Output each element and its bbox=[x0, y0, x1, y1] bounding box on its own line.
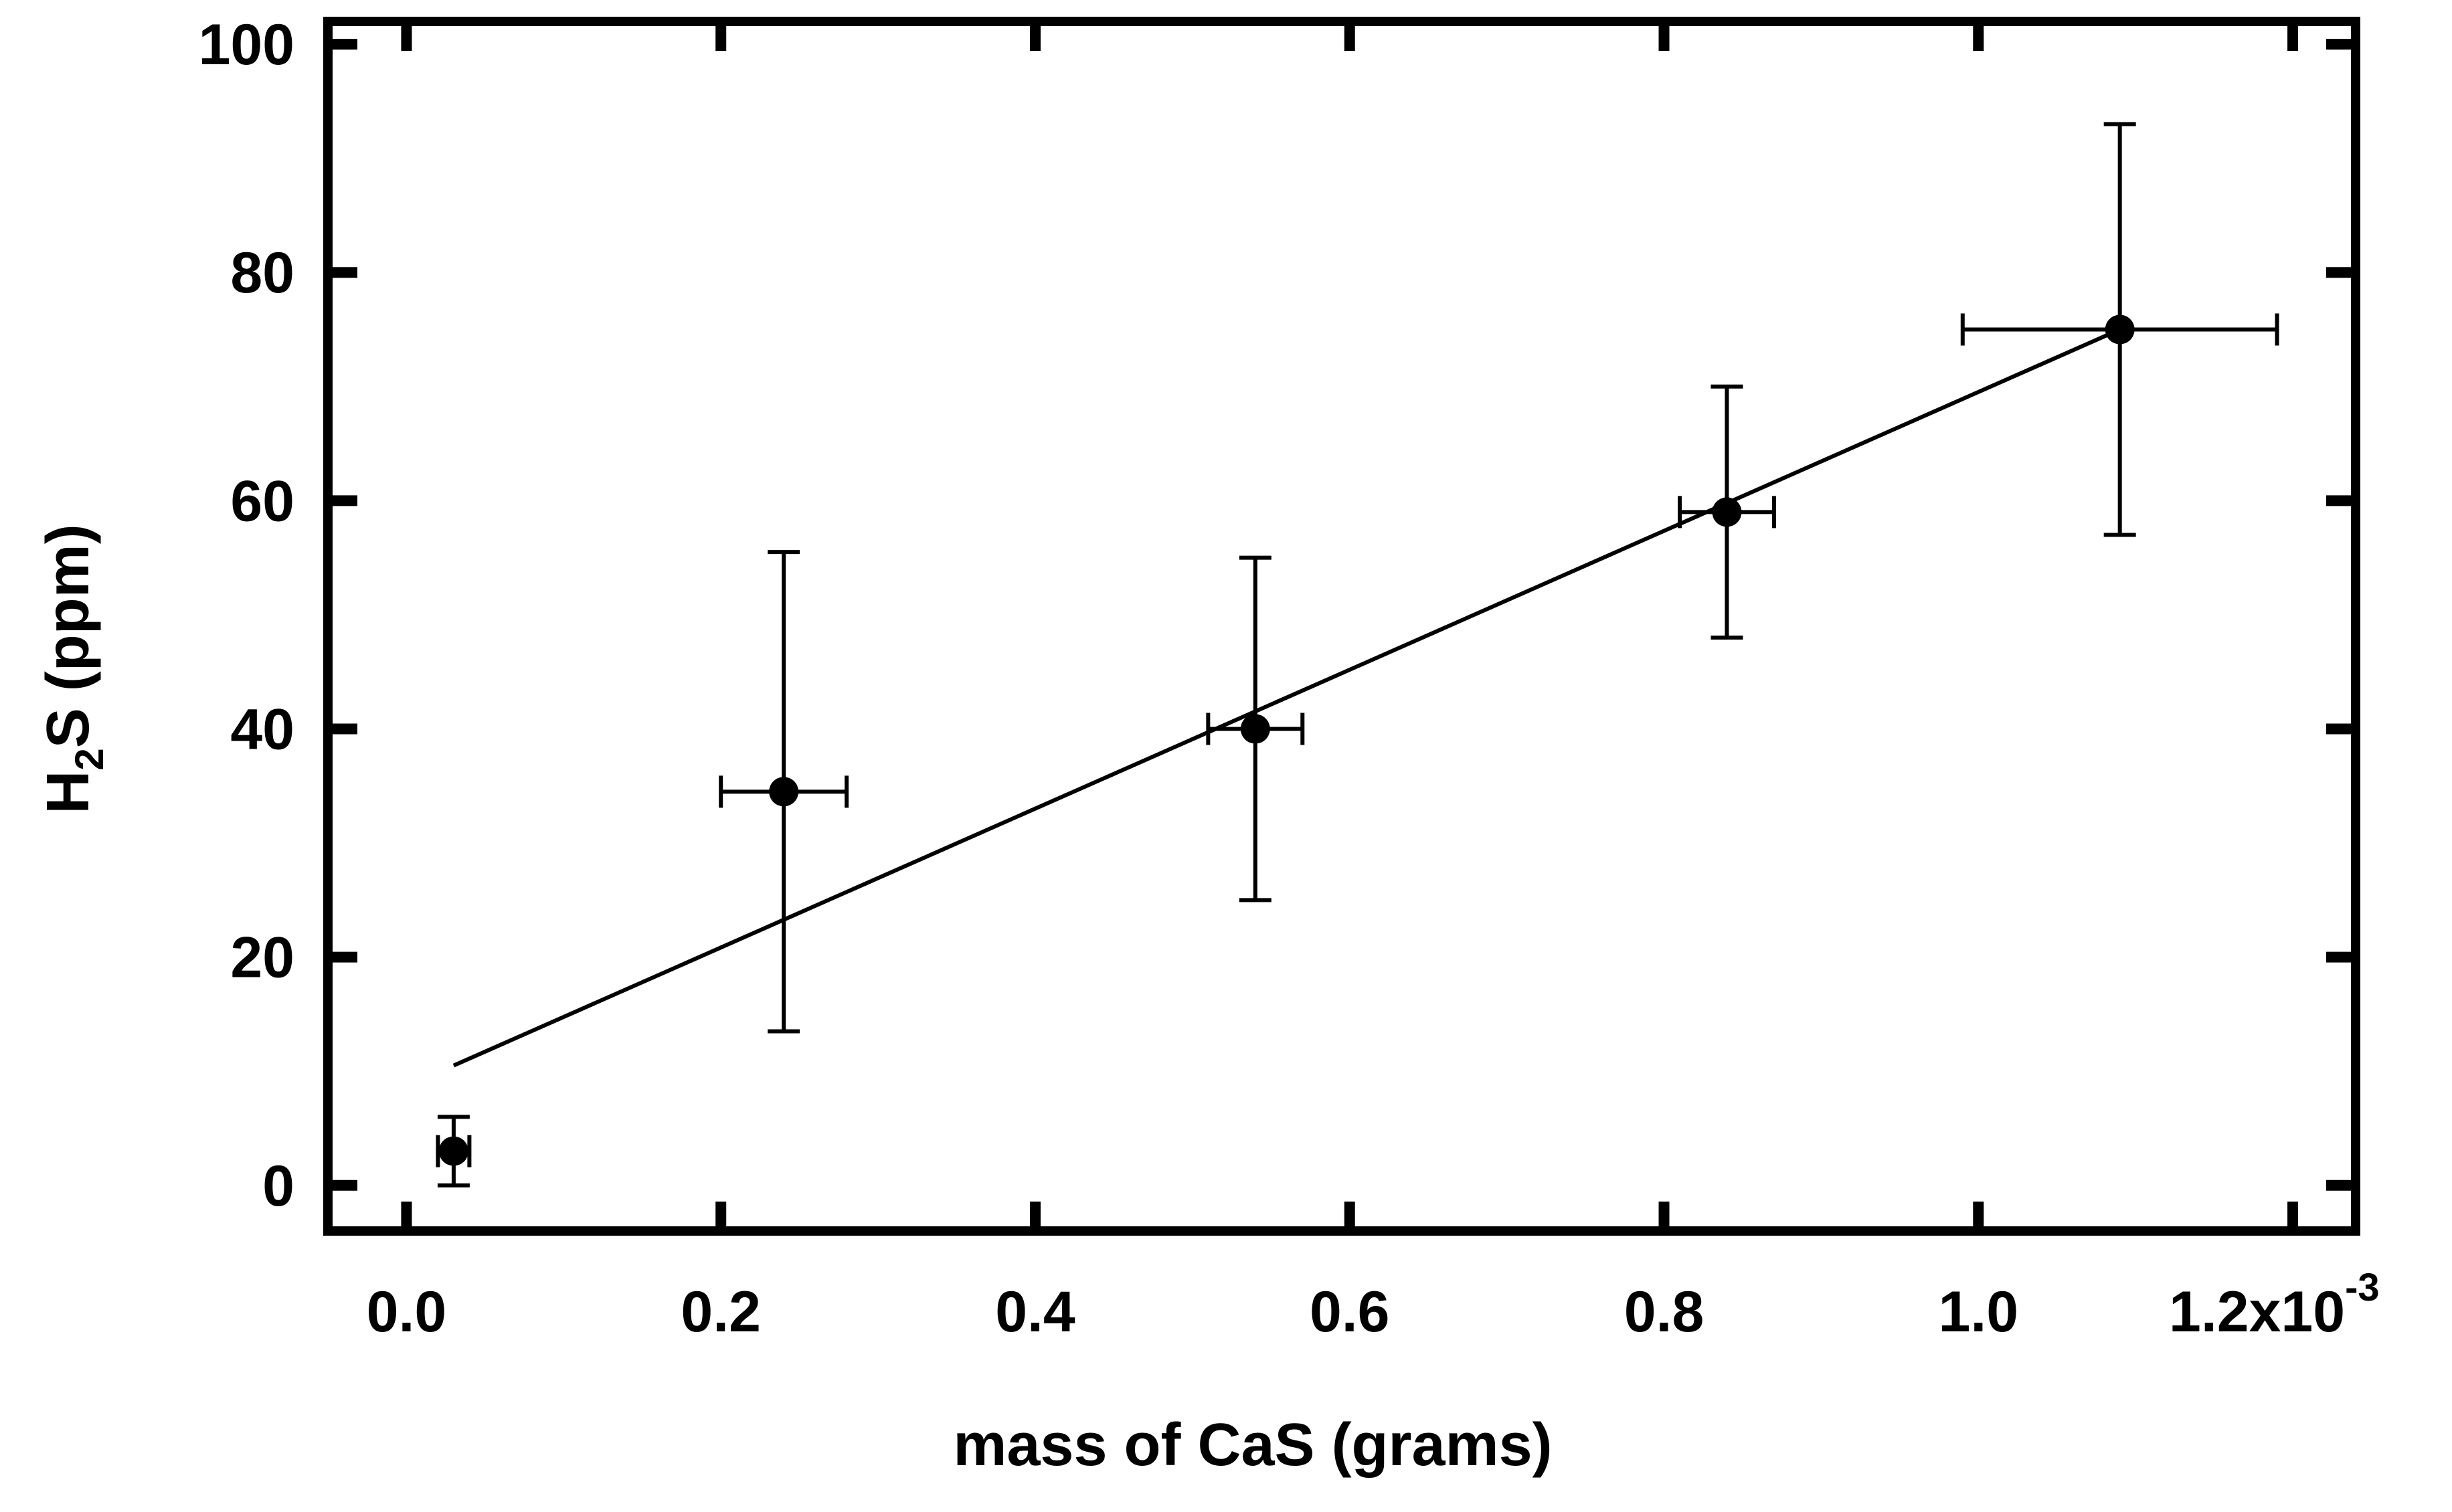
error-bars bbox=[436, 122, 2279, 1188]
x-tick-label: 0.8 bbox=[1624, 1280, 1704, 1344]
y-axis-title: H2S (ppm) bbox=[35, 524, 112, 814]
plot-frame bbox=[323, 17, 2360, 1236]
data-point bbox=[1240, 714, 1270, 744]
y-axis-title-sub: 2 bbox=[67, 748, 112, 770]
y-tick-label: 100 bbox=[199, 13, 295, 77]
y-tick-label: 60 bbox=[230, 469, 294, 533]
x-axis-title: mass of CaS (grams) bbox=[953, 1412, 1552, 1479]
data-point bbox=[1712, 497, 1742, 527]
y-tick-label: 80 bbox=[230, 241, 294, 305]
y-tick-label: 0 bbox=[262, 1154, 294, 1218]
x-tick-label: 0.6 bbox=[1310, 1280, 1390, 1344]
fit-line-group bbox=[452, 327, 2121, 1068]
data-point bbox=[769, 777, 799, 807]
x-tick-label: 0.4 bbox=[995, 1280, 1075, 1344]
x-tick-label: 1.2x10-3 bbox=[2169, 1266, 2380, 1344]
data-point bbox=[2105, 314, 2135, 345]
tick-marks bbox=[328, 21, 2356, 1231]
x-axis-exponent-value: -3 bbox=[2345, 1266, 2380, 1309]
y-tick-labels: 0 20 40 60 80 100 bbox=[199, 13, 295, 1218]
x-tick-label: 0.0 bbox=[367, 1280, 447, 1344]
y-tick-label: 40 bbox=[230, 698, 294, 762]
y-axis-title-rest: S (ppm) bbox=[35, 524, 102, 748]
data-point bbox=[438, 1136, 468, 1166]
data-points bbox=[438, 314, 2135, 1166]
x-tick-labels: 0.0 0.2 0.4 0.6 0.8 1.0 1.2x10-3 bbox=[367, 1266, 2380, 1344]
x-tick-label: 0.2 bbox=[681, 1280, 761, 1344]
y-axis-title-main: H bbox=[35, 771, 102, 814]
fit-line bbox=[452, 327, 2121, 1068]
x-tick-label: 1.0 bbox=[1938, 1280, 2018, 1344]
y-tick-label: 20 bbox=[230, 926, 294, 990]
